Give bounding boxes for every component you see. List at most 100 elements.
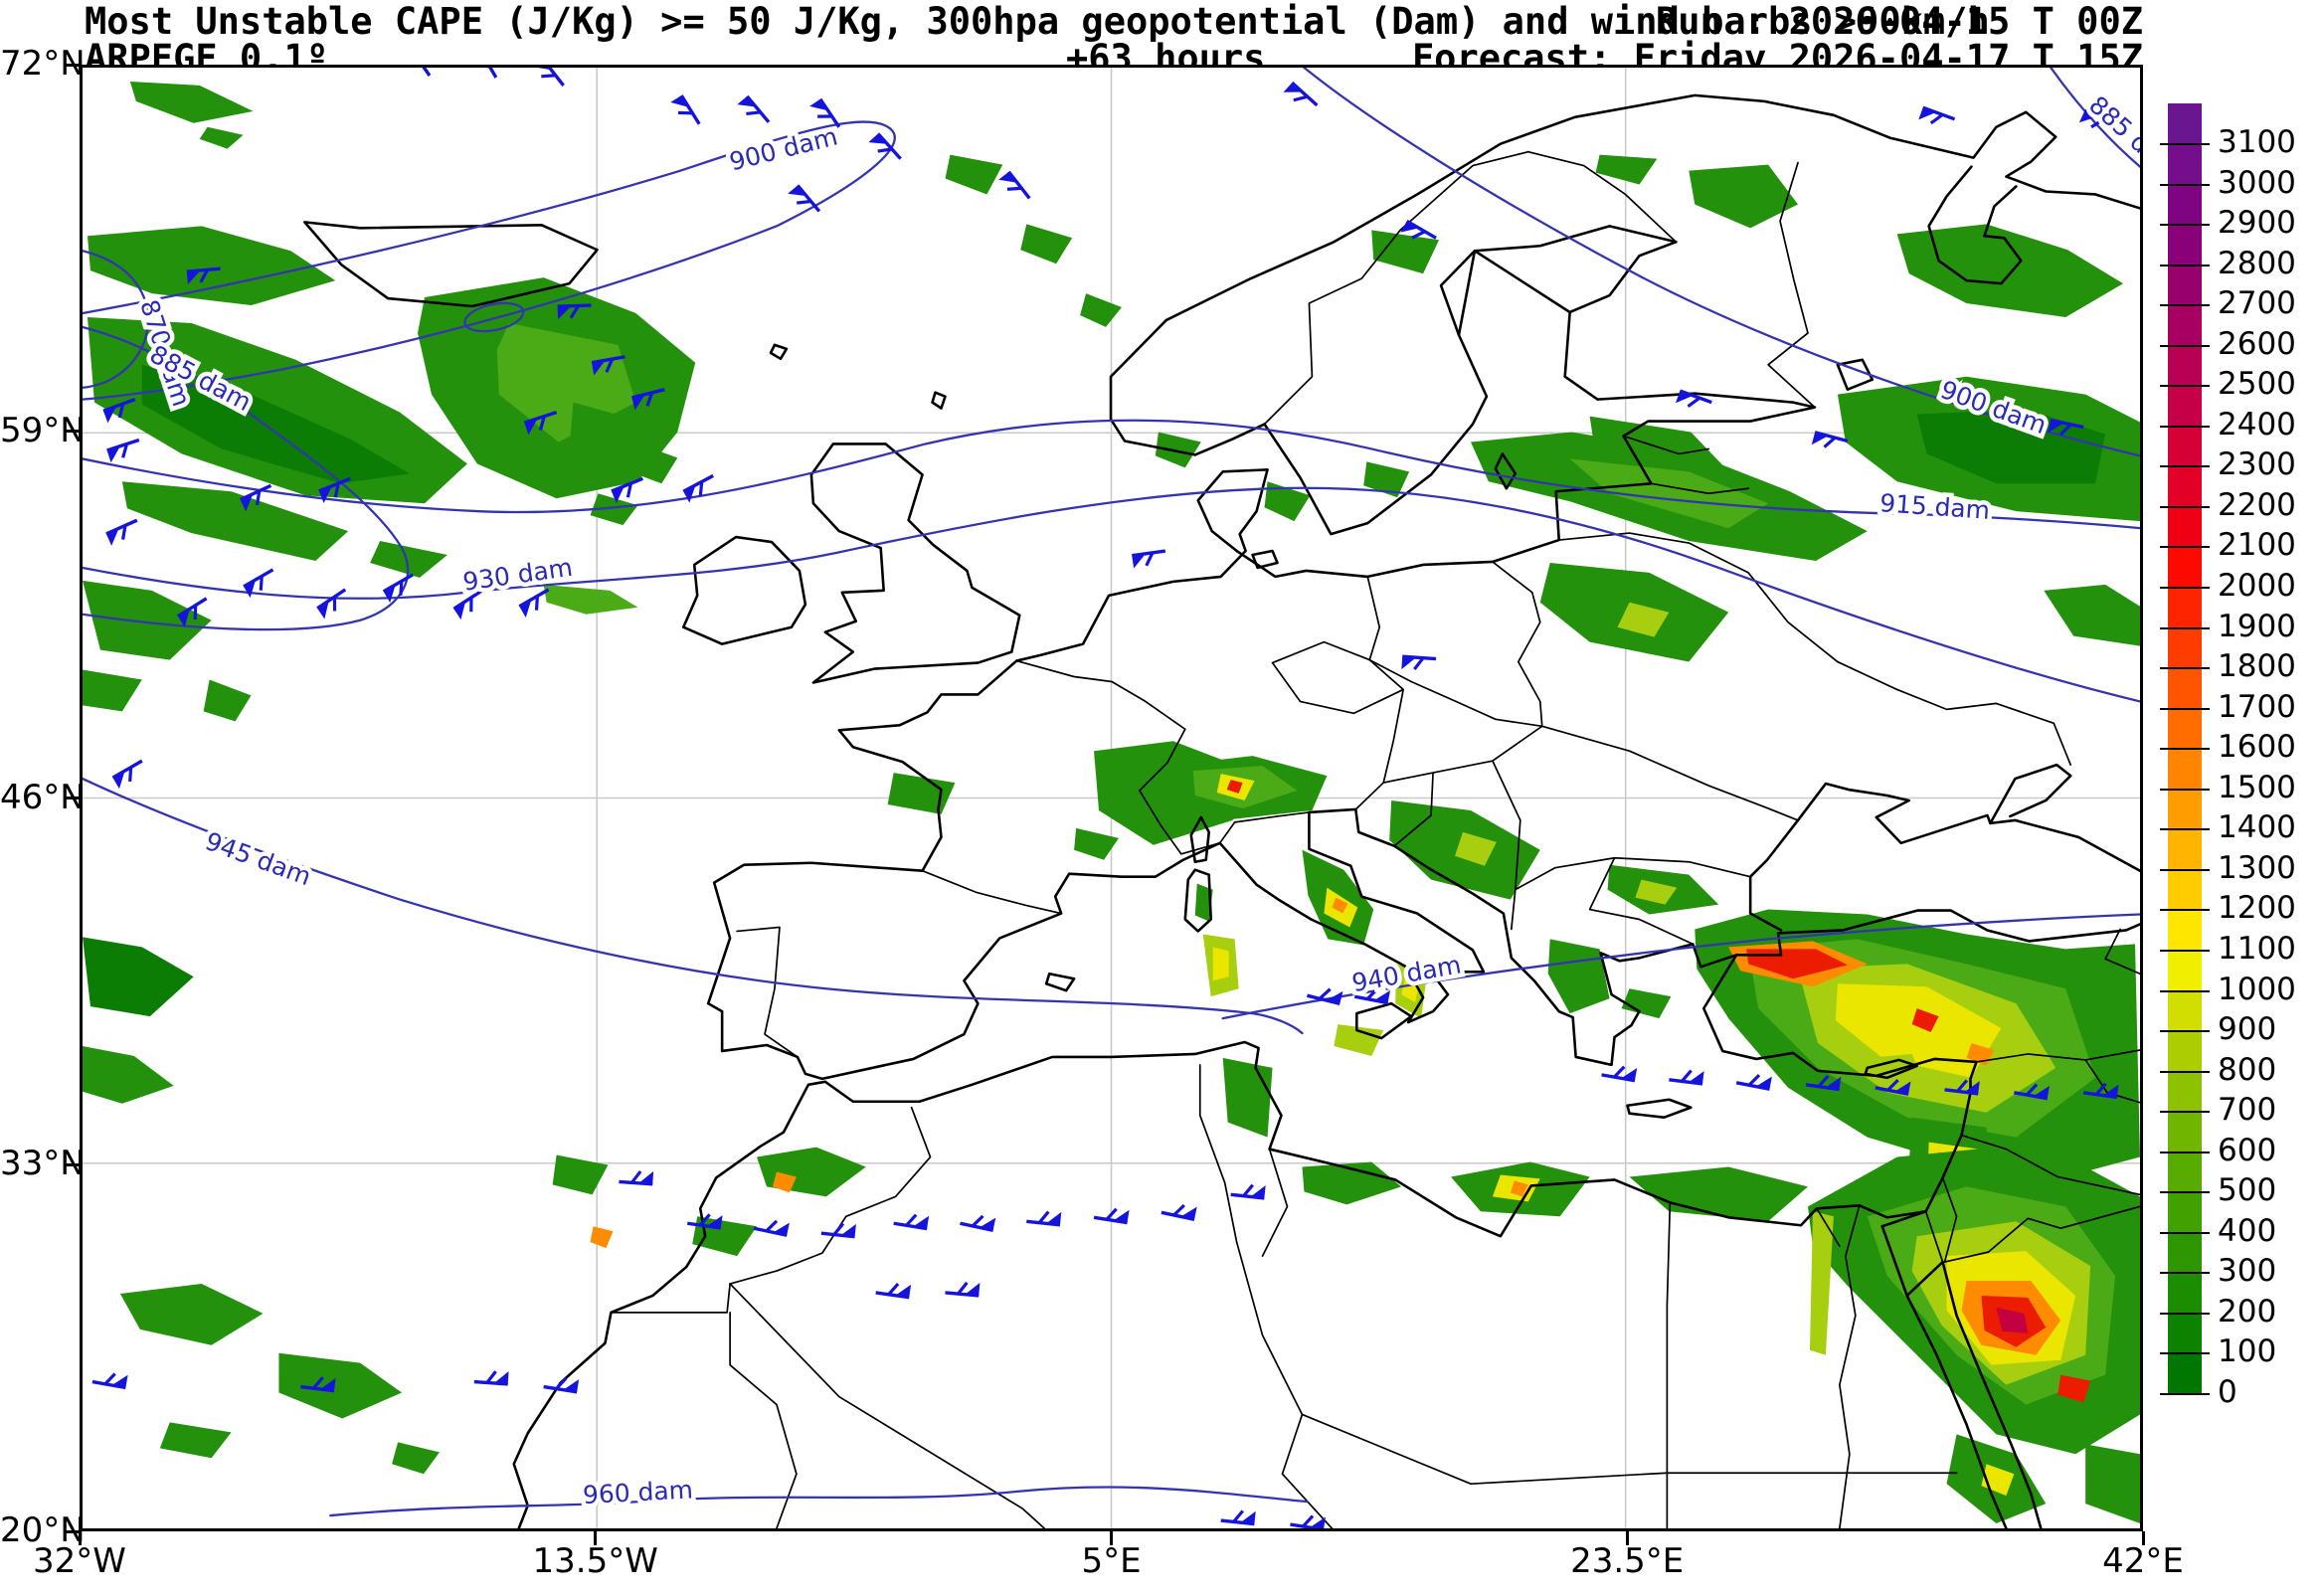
colorbar-tick-mark (2160, 344, 2210, 347)
wind-barb-icon (1400, 219, 1437, 240)
lon-tick-label: 42°E (2102, 1541, 2184, 1581)
colorbar-tick-mark (2160, 1151, 2210, 1153)
wind-barb-icon (473, 1370, 509, 1386)
colorbar-tick-label: 1500 (2218, 769, 2296, 805)
colorbar-tick-mark (2160, 707, 2210, 710)
wind-barb-icon (532, 68, 565, 87)
colorbar-tick-mark (2160, 587, 2210, 589)
lon-tick-label: 5°E (1081, 1541, 1142, 1581)
colorbar-tick-label: 200 (2218, 1293, 2277, 1330)
colorbar-segment (2168, 1313, 2202, 1355)
colorbar-segment (2168, 547, 2202, 589)
colorbar-segment (2168, 143, 2202, 186)
colorbar-tick-label: 2500 (2218, 366, 2296, 403)
wind-barb-icon (630, 388, 665, 411)
colorbar-segment (2168, 305, 2202, 347)
lat-tick-label: 59°N (0, 410, 86, 450)
colorbar-tick-label: 2900 (2218, 205, 2296, 242)
wind-barb-icon (2078, 108, 2116, 129)
colorbar-tick-label: 1300 (2218, 849, 2296, 886)
contour-label: 885 dam (2083, 90, 2140, 186)
colorbar-segment (2168, 1273, 2202, 1315)
wind-barb-icon (1875, 1078, 1911, 1096)
wind-barb-icon (945, 1281, 981, 1298)
wind-barb-icon (893, 1213, 930, 1231)
colorbar-segment (2168, 225, 2202, 266)
colorbar-tick-mark (2160, 828, 2210, 831)
colorbar-tick-label: 800 (2218, 1051, 2277, 1088)
colorbar-tick-label: 2800 (2218, 245, 2296, 281)
lon-tick-mark (1110, 1531, 1113, 1545)
wind-barb-icon (111, 759, 143, 790)
colorbar-tick-mark (2160, 1272, 2210, 1275)
colorbar-tick-mark (2160, 626, 2210, 629)
colorbar-tick-label: 1700 (2218, 688, 2296, 725)
colorbar-segment (2168, 910, 2202, 952)
colorbar-segment (2168, 1071, 2202, 1113)
colorbar-segment (2168, 789, 2202, 830)
colorbar-tick-mark (2160, 264, 2210, 266)
wind-barb-icon (687, 1213, 723, 1230)
wind-barb-icon (611, 476, 644, 504)
wind-barb-icon (591, 355, 626, 376)
colorbar-tick-mark (2160, 304, 2210, 307)
colorbar-tick-label: 500 (2218, 1172, 2277, 1209)
wind-barb-icon (523, 410, 558, 436)
wind-barb-icon (543, 1376, 580, 1394)
wind-barb-icon (382, 573, 414, 604)
lon-tick-mark (2141, 1531, 2145, 1545)
lon-tick-label: 13.5°W (532, 1541, 658, 1581)
colorbar-tick-label: 2200 (2218, 486, 2296, 523)
colorbar-tick-label: 1600 (2218, 729, 2296, 766)
colorbar-tick-mark (2160, 1191, 2210, 1194)
colorbar-tick-label: 2400 (2218, 406, 2296, 443)
colorbar-segment (2168, 668, 2202, 710)
colorbar-tick-label: 600 (2218, 1132, 2277, 1168)
wind-barb-icon (2048, 418, 2084, 437)
geopotential-contours-layer (83, 68, 2140, 1517)
lon-tick-label: 32°W (33, 1541, 126, 1581)
colorbar-tick-label: 400 (2218, 1212, 2277, 1249)
colorbar-segment (2168, 1152, 2202, 1193)
wind-barb-icon (1735, 1073, 1772, 1091)
lat-tick-mark (64, 1162, 80, 1166)
wind-barb-icon (1307, 987, 1343, 1006)
colorbar-segment (2168, 386, 2202, 428)
colorbar-tick-label: 0 (2218, 1374, 2237, 1410)
map-canvas: 900 dam 885 dam 870 dam 885 dam 900 dam 915 d… (80, 65, 2143, 1531)
wind-barb-icon (452, 589, 483, 621)
colorbar-tick-label: 2700 (2218, 285, 2296, 322)
colorbar-tick-mark (2160, 1231, 2210, 1234)
colorbar-tick-mark (2160, 1393, 2210, 1395)
colorbar-tick-mark (2160, 949, 2210, 952)
colorbar-tick-mark (2160, 748, 2210, 751)
colorbar-segment (2168, 1232, 2202, 1274)
wind-barb-icon (1290, 1514, 1326, 1528)
wind-barb-icon (1161, 1203, 1197, 1221)
colorbar-tick-mark (2160, 385, 2210, 388)
colorbar-tick-label: 1800 (2218, 648, 2296, 685)
colorbar-tick-label: 700 (2218, 1092, 2277, 1129)
wind-barb-icon (1675, 389, 1712, 408)
colorbar-tick-mark (2160, 909, 2210, 912)
colorbar-segment (2168, 184, 2202, 226)
colorbar-segment (2168, 708, 2202, 750)
colorbar-tick-mark (2160, 1111, 2210, 1114)
colorbar-tick-label: 2000 (2218, 568, 2296, 604)
colorbar-segment (2168, 588, 2202, 629)
colorbar-tick-mark (2160, 425, 2210, 428)
colorbar-tick-label: 1000 (2218, 971, 2296, 1007)
colorbar-tick-label: 300 (2218, 1253, 2277, 1290)
wind-barb-icon (788, 184, 821, 213)
colorbar-tick-mark (2160, 142, 2210, 145)
lat-tick-label: 33°N (0, 1144, 86, 1184)
colorbar-tick-mark (2160, 667, 2210, 670)
contour-label: 945 dam (202, 826, 315, 891)
colorbar-segment (2168, 1353, 2202, 1395)
wind-barb-icon (474, 68, 498, 79)
wind-barb-icon (960, 1214, 996, 1232)
colorbar-tick-mark (2160, 1352, 2210, 1355)
run-label: Run : 2026-04-15 T 00Z (1655, 0, 2143, 43)
colorbar-tick-mark (2160, 1070, 2210, 1073)
